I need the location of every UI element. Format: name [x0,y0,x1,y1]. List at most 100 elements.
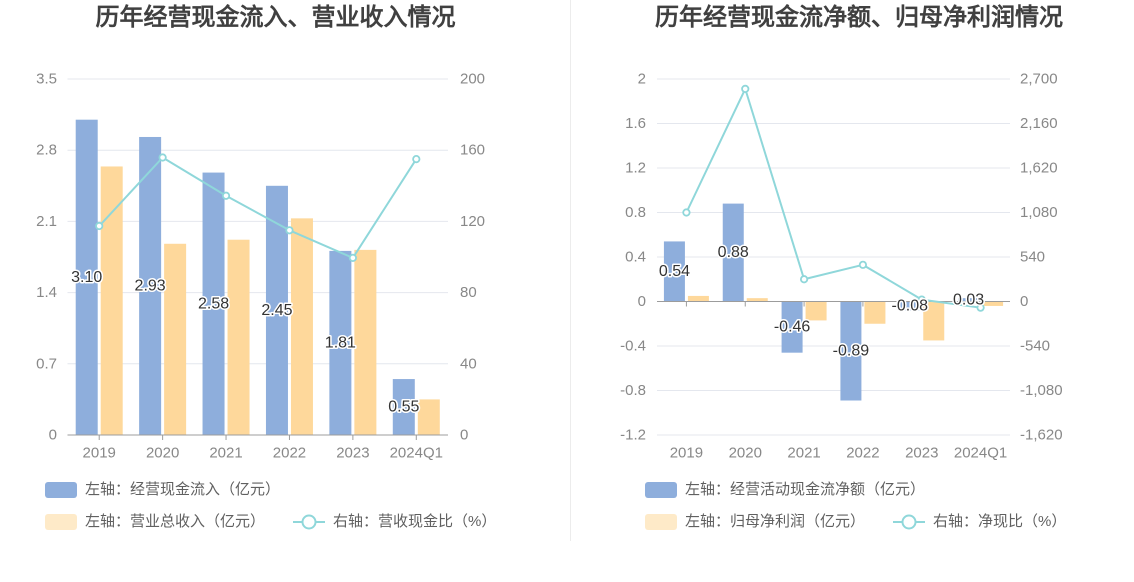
bar-net-profit-2020 [746,298,768,302]
bar-net-operating-cash-flow-2019 [663,241,685,302]
bar-net-profit-2024Q1 [982,301,1004,306]
y-right-tick-label: 40 [460,355,477,372]
y-left-tick-label: 1.4 [36,284,57,301]
legend-swatch-net-profit [645,514,677,530]
bar-net-operating-cash-flow-2021 [781,301,803,353]
x-tick-label: 2024Q1 [954,445,1007,462]
y-left-tick-label: -0.8 [620,382,646,399]
bar-revenue-2024Q1 [417,399,440,435]
x-tick-label: 2022 [273,445,306,462]
data-label-net-operating-cash-flow-2021: -0.46 [774,319,811,336]
x-axis: 2019 2020 2021 2022 2023 2024Q1 [657,301,1010,462]
line-point-cash-revenue-ratio-2019 [95,221,104,231]
line-point-net-cash-ratio-2022 [858,260,868,269]
chart-title: 历年经营现金流入、营业收入情况 [95,4,456,31]
y-right-tick-label: 160 [460,142,485,159]
bar-cash-inflow-2023 [329,250,352,435]
bar-cash-inflow-2024Q1 [392,379,415,435]
data-label-net-operating-cash-flow-2023: -0.08 [892,297,929,314]
y-left-tick-label: -1.2 [620,427,646,444]
data-label-net-operating-cash-flow-2024Q1: 0.03 [953,291,984,308]
bar-cash-inflow-2022 [265,185,288,435]
legend-swatch-cash-inflow [45,482,77,498]
y-right-tick-label: 80 [460,284,477,301]
bar-cash-inflow-2020 [139,136,162,435]
x-tick-label: 2021 [209,445,242,462]
bar-net-operating-cash-flow-2024Q1 [958,298,980,302]
y-left-tick-label: 0.8 [625,204,646,221]
legend-label-net-profit: 左轴：归母净利润（亿元） [685,513,866,530]
y-right-tick-label: 2,160 [1020,115,1058,132]
bar-cash-inflow-2019 [75,119,98,435]
y-left-tick-label: -0.4 [620,338,646,355]
y-right-tick-label: 0 [460,427,468,444]
line-point-net-cash-ratio-2021 [799,275,809,284]
bar-revenue-2020 [164,243,187,435]
bar-net-operating-cash-flow-2020 [722,203,744,302]
data-label-cash-inflow-2024Q1: 0.55 [388,399,419,416]
legend-item-revenue[interactable]: 左轴：营业总收入（亿元） [45,512,265,532]
y-left-tick-label: 0.4 [625,249,646,266]
x-tick-label: 2023 [336,445,369,462]
legend-item-net-profit[interactable]: 左轴：归母净利润（亿元） [645,512,865,532]
x-tick-label: 2022 [846,445,879,462]
legend-item-cash-inflow[interactable]: 左轴：经营现金流入（亿元） [45,480,280,500]
data-label-net-operating-cash-flow-2020: 0.88 [718,244,749,261]
y-right-tick-label: 1,080 [1020,204,1058,221]
y-axis-labels: -1.2 -0.8 -0.4 0 0.4 0.8 1.2 1.6 2 -1,620 -1,080 -5… [620,71,1062,444]
legend-label-cash-revenue-ratio: 右轴：营收现金比（%） [333,513,497,530]
y-left-tick-label: 1.6 [625,115,646,132]
gridlines [67,78,448,436]
data-label-net-operating-cash-flow-2022: -0.89 [833,343,870,360]
legend-item-net-cash-ratio[interactable]: 右轴：净现比（%） [891,512,1066,532]
x-tick-label: 2021 [787,445,820,462]
data-label-cash-inflow-2019: 3.10 [71,269,102,286]
bar-cash-inflow-2021 [202,172,225,435]
bar-net-profit-2021 [805,301,827,321]
data-label-cash-inflow-2020: 2.93 [135,277,166,294]
bar-revenue-2023 [354,249,377,435]
legend-item-net-operating-cash-flow[interactable]: 左轴：经营活动现金流净额（亿元） [645,480,925,500]
y-left-tick-label: 3.5 [36,71,57,88]
data-labels: 3.10 2.93 2.58 2.45 1.81 0.55 [70,267,421,417]
line-point-net-cash-ratio-2024Q1 [976,303,985,312]
net-profit-bars [687,295,1004,341]
legend-label-net-operating-cash-flow: 左轴：经营活动现金流净额（亿元） [685,481,926,498]
cash-revenue-ratio-series [95,153,421,262]
bar-net-operating-cash-flow-2023 [899,301,921,311]
legend-line-marker-icon [293,514,325,530]
y-right-tick-label: 540 [1020,249,1045,266]
legend-label-cash-inflow: 左轴：经营现金流入（亿元） [85,481,281,498]
net-cash-flow-profit-chart: -1.2 -0.8 -0.4 0 0.4 0.8 1.2 1.6 2 -1,620 -1,080 -5… [620,71,1062,462]
line-point-net-cash-ratio-2019 [682,208,691,217]
y-right-tick-label: -1,080 [1020,382,1063,399]
legend-line-marker-icon [893,514,925,530]
y-left-tick-label: 0 [638,293,646,310]
gridlines [657,78,1010,436]
y-axis-labels: 0 0.7 1.4 2.1 2.8 3.5 0 40 80 120 160 200 [36,71,485,444]
y-left-tick-label: 2 [638,71,646,88]
x-tick-label: 2020 [729,445,762,462]
bar-net-profit-2022 [864,301,886,324]
x-tick-label: 2023 [905,445,938,462]
y-right-tick-label: -1,620 [1020,427,1063,444]
line-point-net-cash-ratio-2023 [917,295,926,304]
legend-label-net-cash-ratio: 右轴：净现比（%） [933,513,1067,530]
y-right-tick-label: -540 [1020,338,1050,355]
legend-item-cash-revenue-ratio[interactable]: 右轴：营收现金比（%） [291,512,496,532]
data-label-cash-inflow-2022: 2.45 [261,302,292,319]
data-label-cash-inflow-2023: 1.81 [325,334,356,351]
data-label-cash-inflow-2021: 2.58 [198,295,229,312]
data-labels: 0.54 0.88 -0.46 -0.89 -0.08 0.03 [657,243,985,361]
data-label-net-operating-cash-flow-2019: 0.54 [659,263,690,280]
x-tick-label: 2019 [670,445,703,462]
y-right-tick-label: 1,620 [1020,160,1058,177]
legend-label-revenue: 左轴：营业总收入（亿元） [85,513,266,530]
line-point-cash-revenue-ratio-2022 [285,226,294,235]
cash-inflow-revenue-panel: 历年经营现金流入、营业收入情况 0 0.7 1.4 2.1 2.8 3.5 0 40 80 120… [36,4,496,532]
chart-title: 历年经营现金流净额、归母净利润情况 [655,4,1063,31]
y-right-tick-label: 120 [460,213,485,230]
line-point-cash-revenue-ratio-2020 [158,153,167,162]
line-point-cash-revenue-ratio-2021 [221,191,231,200]
